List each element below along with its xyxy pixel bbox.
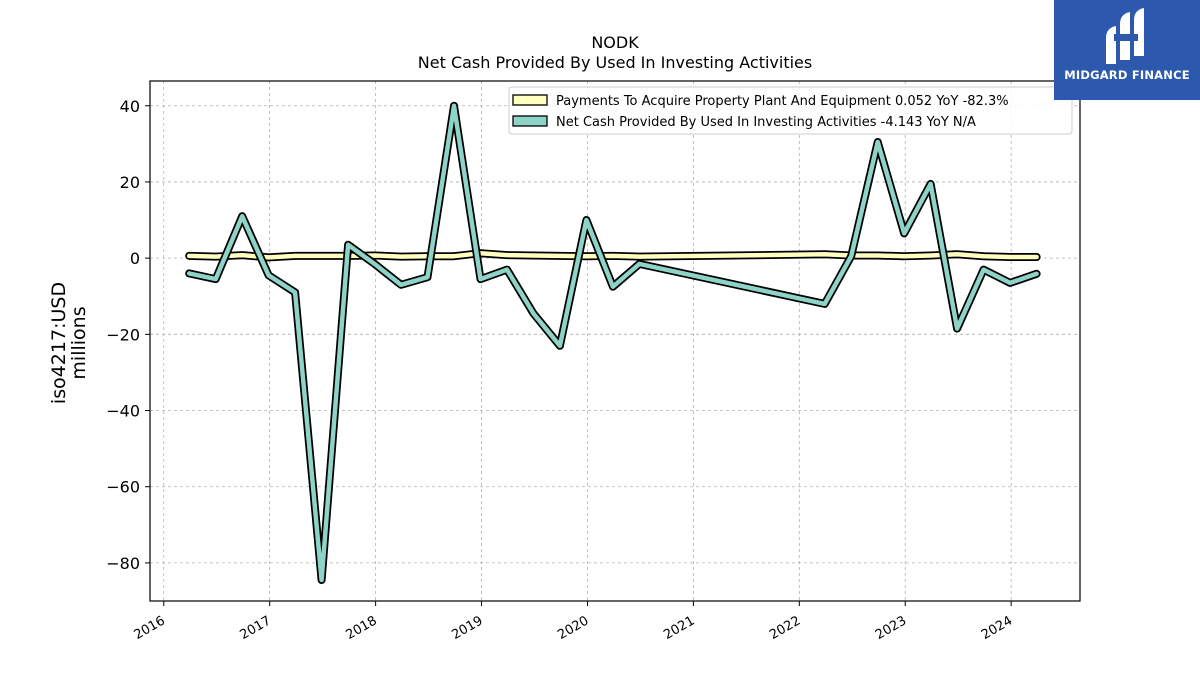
data-point-1 — [904, 233, 905, 234]
data-point-1 — [268, 275, 269, 276]
data-point-1 — [401, 284, 402, 285]
data-point-0 — [612, 255, 613, 256]
data-point-1 — [877, 142, 878, 143]
legend-swatch-net-cash — [512, 115, 548, 127]
legend-label-ppe: Payments To Acquire Property Plant And E… — [556, 94, 1009, 109]
logo-text: MIDGARD FINANCE — [1064, 68, 1190, 82]
data-point-0 — [374, 255, 375, 256]
plot-frame — [149, 80, 1081, 602]
data-point-0 — [268, 257, 269, 258]
data-point-1 — [930, 183, 931, 184]
x-tick-label: 2017 — [238, 613, 274, 643]
data-point-0 — [983, 256, 984, 257]
data-point-1 — [374, 263, 375, 264]
y-tick-label: −40 — [106, 402, 140, 421]
series-line-0 — [186, 250, 1039, 260]
data-point-0 — [242, 255, 243, 256]
legend-label-net-cash: Net Cash Provided By Used In Investing A… — [556, 115, 976, 130]
data-point-1 — [427, 277, 428, 278]
y-axis-label-line2: millions — [68, 306, 90, 379]
data-point-0 — [401, 256, 402, 257]
data-point-1 — [215, 279, 216, 280]
data-point-0 — [586, 256, 587, 257]
x-tick-label: 2016 — [132, 613, 168, 643]
data-point-1 — [1036, 273, 1037, 274]
data-point-1 — [242, 216, 243, 217]
data-point-0 — [957, 254, 958, 255]
data-point-0 — [824, 254, 825, 255]
y-tick-label: 0 — [130, 249, 140, 268]
data-point-0 — [533, 255, 534, 256]
x-tick-label: 2024 — [979, 613, 1015, 643]
data-point-1 — [586, 220, 587, 221]
legend-swatch-ppe — [512, 94, 548, 106]
midgard-logo-mark-icon — [1106, 8, 1144, 64]
chart-title: NODK — [591, 33, 639, 52]
y-axis-label-line1: iso4217:USD — [48, 282, 70, 404]
data-point-1 — [983, 269, 984, 270]
x-axis-ticks: 2016 2017 2018 2019 2020 2021 2022 2023 2024 — [132, 601, 1015, 643]
data-point-0 — [454, 256, 455, 257]
data-point-1 — [533, 313, 534, 314]
y-axis-label: iso4217:USD millions — [48, 282, 90, 404]
data-point-0 — [295, 255, 296, 256]
x-tick-label: 2021 — [661, 613, 697, 643]
chart-subtitle: Net Cash Provided By Used In Investing A… — [418, 53, 812, 72]
data-point-1 — [639, 263, 640, 264]
data-point-0 — [215, 256, 216, 257]
series-layer — [185, 101, 1041, 584]
data-point-0 — [904, 256, 905, 257]
y-tick-label: 20 — [120, 173, 140, 192]
data-point-1 — [295, 292, 296, 293]
x-tick-label: 2023 — [873, 613, 909, 643]
midgard-finance-logo: MIDGARD FINANCE — [1054, 0, 1200, 100]
data-point-1 — [189, 273, 190, 274]
y-tick-label: 40 — [120, 97, 140, 116]
legend: Payments To Acquire Property Plant And E… — [508, 86, 1073, 135]
data-point-1 — [851, 256, 852, 257]
data-point-1 — [348, 244, 349, 245]
data-point-1 — [612, 286, 613, 287]
grid-lines — [150, 81, 1080, 601]
legend-box — [508, 86, 1073, 135]
data-point-1 — [321, 580, 322, 581]
data-point-1 — [507, 269, 508, 270]
data-point-0 — [930, 255, 931, 256]
x-tick-label: 2018 — [343, 613, 379, 643]
y-axis-ticks: 40 20 0 −20 −40 −60 −80 — [106, 97, 150, 573]
data-point-1 — [824, 303, 825, 304]
data-point-1 — [454, 105, 455, 106]
y-tick-label: −60 — [106, 478, 140, 497]
data-point-1 — [559, 345, 560, 346]
data-point-1 — [957, 328, 958, 329]
x-tick-label: 2020 — [555, 613, 591, 643]
data-point-0 — [1036, 257, 1037, 258]
data-point-0 — [559, 255, 560, 256]
data-point-0 — [639, 256, 640, 257]
y-tick-label: −20 — [106, 325, 140, 344]
y-tick-label: −80 — [106, 554, 140, 573]
data-point-0 — [321, 255, 322, 256]
data-point-0 — [1010, 257, 1011, 258]
data-point-0 — [507, 255, 508, 256]
data-point-0 — [189, 255, 190, 256]
x-tick-label: 2022 — [767, 613, 803, 643]
data-point-1 — [1010, 282, 1011, 283]
data-point-0 — [877, 255, 878, 256]
x-tick-label: 2019 — [449, 613, 485, 643]
series-line-1 — [186, 103, 1039, 583]
data-point-1 — [480, 279, 481, 280]
